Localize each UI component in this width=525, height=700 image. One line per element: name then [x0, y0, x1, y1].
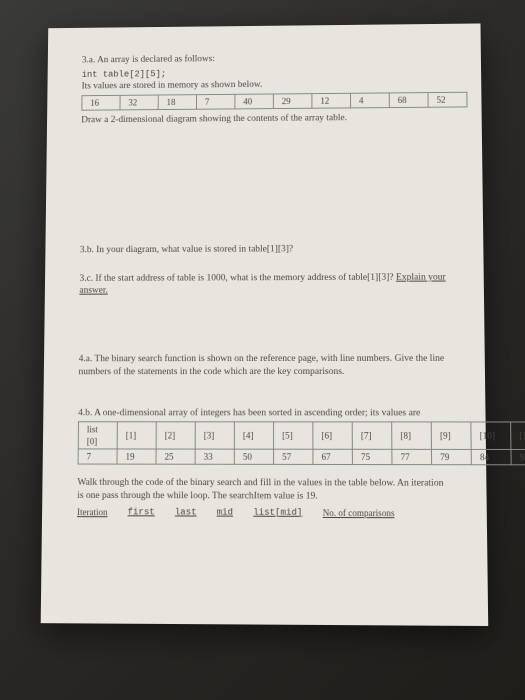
cell: 32 [119, 95, 157, 110]
cell: [1] [117, 421, 156, 449]
cell: [8] [391, 422, 431, 450]
cell: 19 [116, 449, 155, 464]
cell: [6] [312, 421, 352, 449]
col-first: first [127, 506, 154, 518]
cell: 40 [234, 94, 272, 109]
cell: 33 [195, 449, 234, 464]
cell: [3] [195, 421, 234, 449]
cell: [4] [234, 421, 273, 449]
cell: [7] [352, 421, 392, 449]
cell: 4 [350, 93, 389, 108]
cell: 92 [510, 449, 525, 465]
cell: [11] [510, 422, 525, 450]
q3a-title: 3.a. An array is declared as follows: [81, 51, 445, 67]
cell: 79 [431, 449, 471, 464]
q4a-text: 4.a. The binary search function is shown… [78, 353, 449, 379]
table-row: 7 19 25 33 50 57 67 75 77 79 84 92 [78, 449, 525, 465]
cell: 18 [158, 94, 196, 109]
col-listmid: list[mid] [253, 506, 302, 519]
cell: 57 [273, 449, 312, 464]
col-mid: mid [216, 506, 232, 518]
cell: [9] [431, 422, 471, 450]
q3a-stored: Its values are stored in memory as shown… [81, 77, 446, 93]
cell: list [0] [78, 421, 117, 448]
q3c-text: 3.c. If the start address of table is 10… [79, 271, 448, 285]
col-last: last [174, 506, 196, 518]
q4b-walk1: Walk through the code of the binary sear… [77, 477, 450, 491]
cell: [2] [156, 421, 195, 449]
cell: 7 [78, 449, 117, 464]
cell: 77 [391, 449, 431, 464]
cell: 84 [471, 449, 511, 465]
cell: 25 [156, 449, 195, 464]
col-comparisons: No. of comparisons [322, 506, 394, 519]
q3a-table: 16 32 18 7 40 29 12 4 68 52 [81, 92, 467, 111]
table-row: 16 32 18 7 40 29 12 4 68 52 [81, 92, 466, 110]
iteration-header: Iteration first last mid list[mid] No. o… [76, 506, 450, 520]
cell: 52 [427, 92, 466, 107]
cell: 68 [389, 92, 428, 107]
q4b-walk2: is one pass through the while loop. The … [77, 490, 451, 504]
cell: 29 [273, 93, 312, 108]
cell: [10] [470, 422, 510, 450]
worksheet-page: 3.a. An array is declared as follows: in… [40, 23, 488, 626]
cell: 7 [196, 94, 234, 109]
col-iteration: Iteration [76, 506, 107, 518]
q3c-answer: answer. [79, 284, 448, 298]
cell: 16 [81, 95, 119, 110]
q4b-intro: 4.b. A one-dimensional array of integers… [78, 407, 450, 420]
cell: 50 [234, 449, 273, 464]
q4b-table: list [0] [1] [2] [3] [4] [5] [6] [7] [8]… [77, 421, 525, 466]
cell: 67 [312, 449, 352, 464]
cell: 12 [311, 93, 350, 108]
cell: [5] [273, 421, 312, 449]
table-row: list [0] [1] [2] [3] [4] [5] [6] [7] [8]… [78, 421, 525, 449]
cell: 75 [352, 449, 392, 464]
